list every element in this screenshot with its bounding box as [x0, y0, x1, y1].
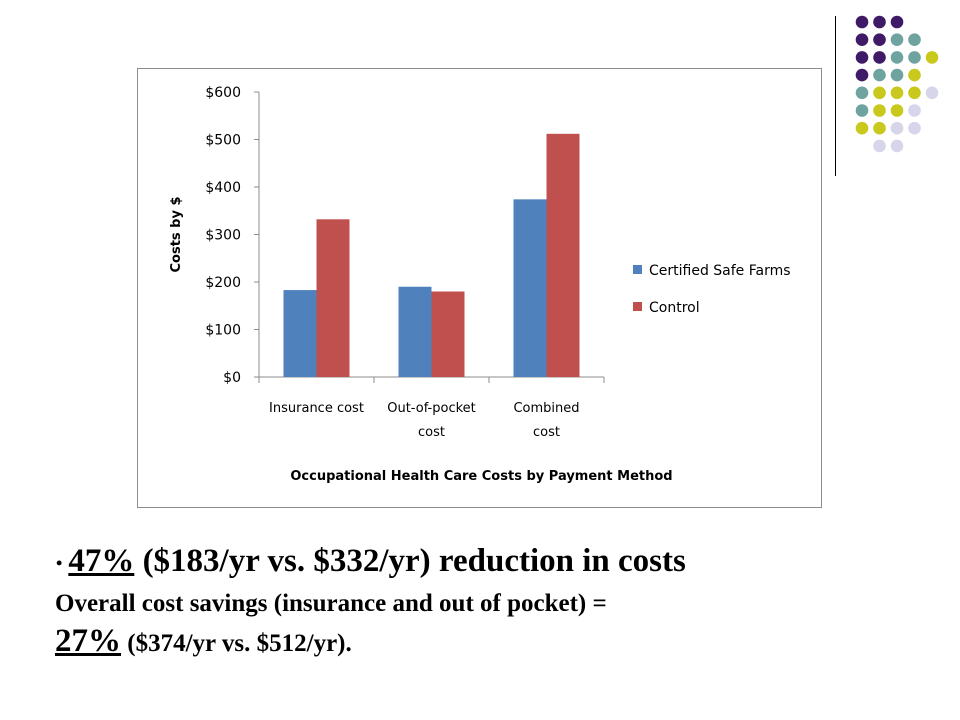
teal-dot: [873, 68, 886, 82]
yellow-dot: [925, 51, 939, 64]
lavender-dot: [908, 121, 921, 135]
purple-dot: [855, 68, 869, 82]
lavender-dot: [925, 86, 939, 100]
reduction-percent: 47%: [68, 543, 135, 579]
y-tick-label: $100: [205, 323, 241, 339]
yellow-dot: [908, 86, 921, 100]
y-tick-label: $0: [223, 370, 241, 386]
teal-dot: [890, 68, 904, 82]
lavender-dot: [890, 121, 904, 135]
lavender-dot: [873, 139, 886, 153]
teal-dot: [908, 33, 921, 46]
teal-dot: [890, 33, 904, 46]
yellow-dot: [873, 121, 886, 135]
yellow-dot: [873, 104, 886, 117]
bar-certified-safe-farms: [513, 199, 547, 377]
y-tick-label: $200: [205, 275, 241, 291]
bar-certified-safe-farms: [398, 286, 432, 377]
decorative-dot-pattern: [855, 15, 939, 153]
x-category-label: Out-of-pocket: [387, 401, 476, 416]
y-tick-label: $500: [205, 133, 241, 149]
x-axis-title: Occupational Health Care Costs by Paymen…: [290, 469, 672, 484]
lavender-dot: [890, 139, 904, 153]
savings-initial: O: [55, 590, 75, 618]
legend-label: Certified Safe Farms: [649, 263, 791, 279]
purple-dot: [873, 51, 886, 64]
legend-label: Control: [649, 300, 700, 316]
yellow-dot: [855, 121, 869, 135]
y-tick-label: $400: [205, 180, 241, 196]
bar-control: [316, 219, 350, 377]
summary-line-3: 27% ($374/yr vs. $512/yr).: [40, 622, 920, 663]
teal-dot: [890, 51, 904, 64]
purple-dot: [855, 51, 869, 64]
savings-percent: 27%: [55, 623, 121, 660]
bar-control: [546, 133, 580, 377]
savings-detail: ($374/yr vs. $512/yr).: [121, 630, 352, 658]
bar-chart: $0 $100 $200 $300 $400 $500 $600 Insurance cost…: [169, 85, 791, 484]
teal-dot: [908, 51, 921, 64]
y-tick-label: $300: [205, 228, 241, 244]
x-category-label: Insurance cost: [269, 401, 364, 416]
bar-certified-safe-farms: [283, 290, 317, 377]
purple-dot: [855, 15, 869, 29]
teal-dot: [855, 86, 869, 100]
yellow-dot: [873, 86, 886, 100]
legend-swatch: [633, 302, 642, 311]
yellow-dot: [908, 68, 921, 82]
y-tick-label: $600: [205, 85, 241, 101]
x-category-label: cost: [533, 425, 560, 440]
summary-line-2: Overall cost savings (insurance and out …: [40, 586, 920, 622]
purple-dot: [873, 33, 886, 46]
x-category-label: cost: [418, 425, 445, 440]
summary-text: • 47% ($183/yr vs. $332/yr) reduction in …: [40, 538, 920, 663]
decorative-divider-line: [835, 16, 836, 176]
purple-dot: [890, 15, 904, 29]
x-category-label: Combined: [513, 401, 579, 416]
summary-line-1: • 47% ($183/yr vs. $332/yr) reduction in …: [40, 538, 920, 586]
yellow-dot: [890, 86, 904, 100]
purple-dot: [873, 15, 886, 29]
y-axis-label: Costs by $: [169, 196, 184, 272]
savings-description: verall cost savings (insurance and out o…: [74, 590, 607, 618]
purple-dot: [855, 33, 869, 46]
yellow-dot: [890, 104, 904, 117]
legend-swatch: [633, 265, 642, 274]
lavender-dot: [908, 104, 921, 117]
chart-frame: $0 $100 $200 $300 $400 $500 $600 Insurance cost…: [137, 68, 822, 508]
bar-control: [431, 291, 465, 377]
bullet-icon: •: [56, 553, 63, 574]
teal-dot: [855, 104, 869, 117]
reduction-detail: ($183/yr vs. $332/yr) reduction in costs: [134, 543, 686, 579]
